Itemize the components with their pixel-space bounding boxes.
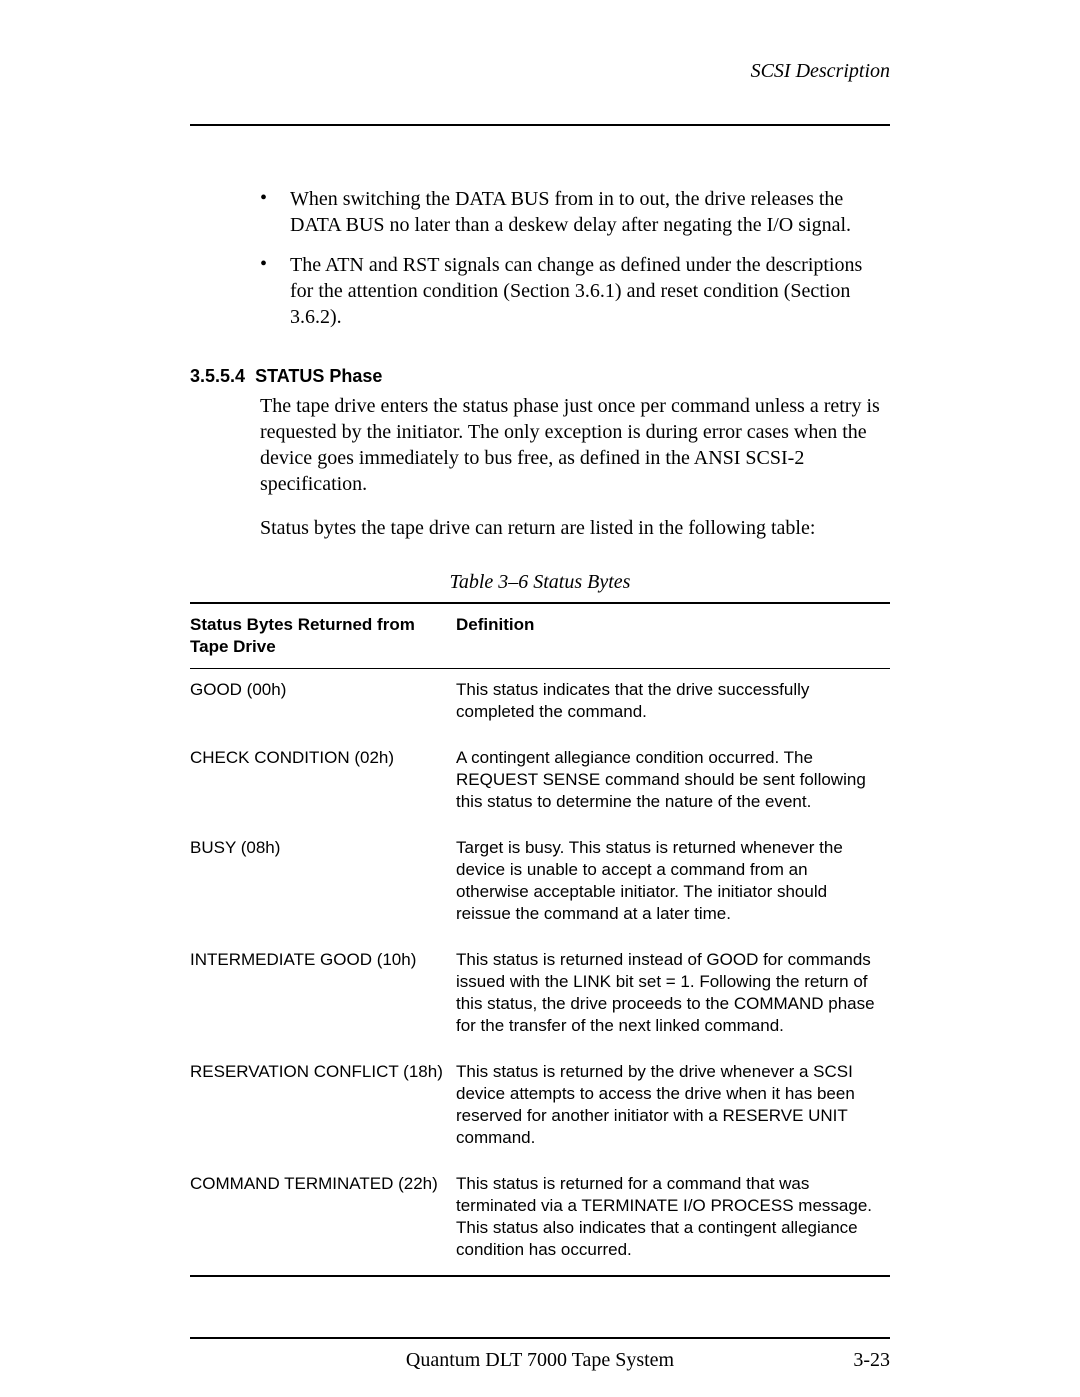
bullet-dot-icon: • (260, 186, 290, 210)
section-paragraph: The tape drive enters the status phase j… (260, 393, 890, 497)
definition-cell: This status is returned by the drive whe… (456, 1051, 890, 1163)
bullet-list: • When switching the DATA BUS from in to… (260, 186, 890, 330)
bullet-dot-icon: • (260, 252, 290, 276)
definition-cell: This status is returned instead of GOOD … (456, 939, 890, 1051)
status-cell: BUSY (08h) (190, 827, 456, 939)
table-row: INTERMEDIATE GOOD (10h) This status is r… (190, 939, 890, 1051)
section-paragraph: Status bytes the tape drive can return a… (260, 515, 890, 541)
table-row: COMMAND TERMINATED (22h) This status is … (190, 1163, 890, 1275)
table-row: CHECK CONDITION (02h) A contingent alleg… (190, 737, 890, 827)
status-cell: RESERVATION CONFLICT (18h) (190, 1051, 456, 1163)
table-header-row: Status Bytes Returned from Tape Drive De… (190, 603, 890, 669)
bullet-item: • When switching the DATA BUS from in to… (260, 186, 890, 238)
definition-cell: This status indicates that the drive suc… (456, 669, 890, 738)
header-title: SCSI Description (751, 60, 890, 83)
bullet-text: When switching the DATA BUS from in to o… (290, 186, 890, 238)
status-cell: COMMAND TERMINATED (22h) (190, 1163, 456, 1275)
section-title: STATUS Phase (255, 366, 382, 386)
table-caption: Table 3–6 Status Bytes (190, 571, 890, 594)
table-bottom-rule (190, 1275, 890, 1277)
footer-rule (190, 1337, 890, 1339)
status-bytes-table: Status Bytes Returned from Tape Drive De… (190, 602, 890, 1275)
definition-cell: A contingent allegiance condition occurr… (456, 737, 890, 827)
status-cell: GOOD (00h) (190, 669, 456, 738)
table-row: BUSY (08h) Target is busy. This status i… (190, 827, 890, 939)
table-header-definition: Definition (456, 603, 890, 669)
bullet-text: The ATN and RST signals can change as de… (290, 252, 890, 330)
footer-center: Quantum DLT 7000 Tape System (190, 1349, 890, 1372)
header-rule (190, 124, 890, 126)
page-header: SCSI Description (190, 60, 890, 90)
section-heading: 3.5.5.4 STATUS Phase (190, 366, 890, 387)
section-number: 3.5.5.4 (190, 366, 245, 386)
page-footer: Quantum DLT 7000 Tape System 3-23 (190, 1349, 890, 1379)
status-cell: INTERMEDIATE GOOD (10h) (190, 939, 456, 1051)
bullet-item: • The ATN and RST signals can change as … (260, 252, 890, 330)
table-row: RESERVATION CONFLICT (18h) This status i… (190, 1051, 890, 1163)
definition-cell: This status is returned for a command th… (456, 1163, 890, 1275)
footer-page-number: 3-23 (853, 1349, 890, 1372)
table-header-status: Status Bytes Returned from Tape Drive (190, 603, 456, 669)
status-cell: CHECK CONDITION (02h) (190, 737, 456, 827)
page: SCSI Description • When switching the DA… (0, 0, 1080, 1397)
table-row: GOOD (00h) This status indicates that th… (190, 669, 890, 738)
definition-cell: Target is busy. This status is returned … (456, 827, 890, 939)
